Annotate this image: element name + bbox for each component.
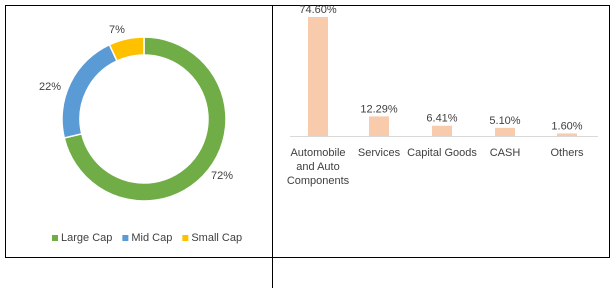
data-label: 22%	[39, 81, 61, 93]
donut-slice	[61, 43, 118, 139]
legend-swatch	[182, 235, 189, 241]
x-tick-label: CASH	[489, 147, 521, 159]
data-label: 1.60%	[551, 120, 582, 132]
bar	[557, 133, 577, 136]
data-label: 74.60%	[299, 4, 337, 16]
donut-slice	[63, 36, 227, 202]
legend-label: Large Cap	[61, 232, 112, 244]
legend-label: Mid Cap	[131, 232, 172, 244]
x-tick-label: Others	[550, 147, 584, 159]
legend-swatch	[122, 235, 129, 241]
x-tick-label: Services	[357, 147, 401, 159]
legend-label: Small Cap	[191, 232, 242, 244]
data-label: 72%	[211, 170, 233, 182]
bar	[369, 116, 389, 136]
donut-slice	[108, 36, 145, 62]
x-tick-label: Automobile and Auto Components	[286, 147, 350, 187]
x-tick-label: Capital Goods	[407, 147, 477, 159]
bar	[308, 17, 328, 136]
data-label: 6.41%	[426, 113, 457, 125]
legend-swatch	[52, 235, 58, 241]
data-label: 5.10%	[489, 115, 520, 127]
bar	[495, 127, 515, 136]
bar	[432, 125, 452, 136]
data-label: 12.29%	[360, 103, 398, 115]
data-label: 7%	[109, 24, 125, 36]
frame	[5, 5, 610, 258]
